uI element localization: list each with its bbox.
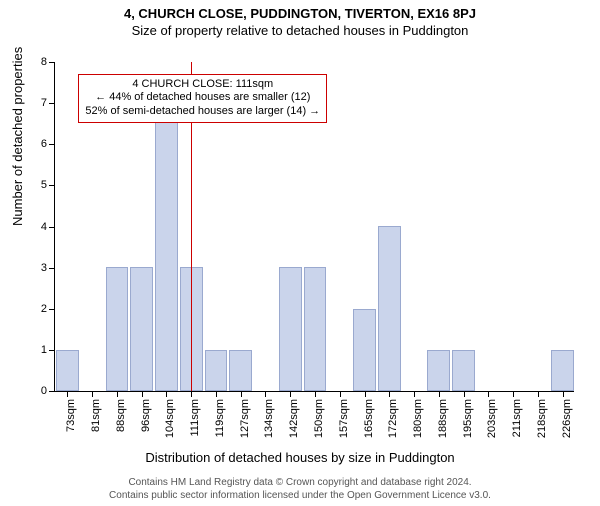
x-tick — [414, 391, 415, 397]
x-tick — [166, 391, 167, 397]
x-tick — [488, 391, 489, 397]
x-tick-label: 134sqm — [263, 399, 275, 438]
page-title: 4, CHURCH CLOSE, PUDDINGTON, TIVERTON, E… — [0, 6, 600, 21]
y-tick-label: 4 — [41, 221, 55, 233]
annotation-line: ← 44% of detached houses are smaller (12… — [85, 91, 320, 105]
y-tick-label: 1 — [41, 344, 55, 356]
x-tick-label: 73sqm — [65, 399, 77, 432]
x-tick — [439, 391, 440, 397]
x-tick-label: 172sqm — [387, 399, 399, 438]
bar — [452, 350, 475, 391]
plot-area: 01234567873sqm81sqm88sqm96sqm104sqm111sq… — [54, 62, 574, 392]
bar — [56, 350, 79, 391]
x-tick — [67, 391, 68, 397]
annotation-line: 52% of semi-detached houses are larger (… — [85, 105, 320, 119]
x-tick-label: 180sqm — [412, 399, 424, 438]
y-tick-label: 3 — [41, 262, 55, 274]
x-tick — [117, 391, 118, 397]
x-tick-label: 211sqm — [511, 399, 523, 437]
bar — [378, 226, 401, 391]
x-tick-label: 195sqm — [462, 399, 474, 438]
y-tick-label: 8 — [41, 56, 55, 68]
x-tick — [563, 391, 564, 397]
y-tick-label: 5 — [41, 179, 55, 191]
bar — [551, 350, 574, 391]
x-tick — [389, 391, 390, 397]
bar — [279, 267, 302, 391]
bar — [304, 267, 327, 391]
x-tick — [142, 391, 143, 397]
x-tick-label: 81sqm — [90, 399, 102, 432]
x-tick-label: 188sqm — [437, 399, 449, 438]
bar — [427, 350, 450, 391]
y-tick-label: 6 — [41, 138, 55, 150]
x-tick — [216, 391, 217, 397]
footer-text: Contains HM Land Registry data © Crown c… — [0, 477, 600, 502]
x-tick — [513, 391, 514, 397]
page-subtitle: Size of property relative to detached ho… — [0, 23, 600, 38]
y-tick-label: 7 — [41, 97, 55, 109]
y-tick-label: 2 — [41, 303, 55, 315]
x-axis-label: Distribution of detached houses by size … — [0, 450, 600, 465]
x-tick — [340, 391, 341, 397]
y-axis-label: Number of detached properties — [10, 47, 25, 226]
x-tick — [538, 391, 539, 397]
footer-line-1: Contains HM Land Registry data © Crown c… — [0, 477, 600, 490]
bar — [130, 267, 153, 391]
x-tick-label: 127sqm — [239, 399, 251, 438]
x-tick-label: 203sqm — [486, 399, 498, 438]
x-tick — [464, 391, 465, 397]
bar — [353, 309, 376, 392]
annotation-box: 4 CHURCH CLOSE: 111sqm← 44% of detached … — [78, 74, 327, 123]
y-tick-label: 0 — [41, 385, 55, 397]
annotation-line: 4 CHURCH CLOSE: 111sqm — [85, 78, 320, 92]
bar — [205, 350, 228, 391]
x-tick-label: 218sqm — [536, 399, 548, 438]
x-tick-label: 142sqm — [288, 399, 300, 438]
x-tick — [241, 391, 242, 397]
x-tick-label: 157sqm — [338, 399, 350, 438]
x-tick — [265, 391, 266, 397]
chart-container: 4, CHURCH CLOSE, PUDDINGTON, TIVERTON, E… — [0, 6, 600, 506]
x-tick — [290, 391, 291, 397]
x-tick — [365, 391, 366, 397]
plot: 01234567873sqm81sqm88sqm96sqm104sqm111sq… — [54, 62, 574, 392]
x-tick-label: 226sqm — [561, 399, 573, 438]
bar — [229, 350, 252, 391]
x-tick-label: 150sqm — [313, 399, 325, 438]
x-tick-label: 104sqm — [164, 399, 176, 438]
x-tick — [315, 391, 316, 397]
footer-line-2: Contains public sector information licen… — [0, 490, 600, 503]
x-tick-label: 119sqm — [214, 399, 226, 437]
x-tick-label: 111sqm — [189, 399, 201, 437]
x-tick-label: 96sqm — [140, 399, 152, 432]
bar — [155, 102, 178, 391]
x-tick — [92, 391, 93, 397]
x-tick — [191, 391, 192, 397]
x-tick-label: 88sqm — [115, 399, 127, 432]
x-tick-label: 165sqm — [363, 399, 375, 438]
bar — [106, 267, 129, 391]
